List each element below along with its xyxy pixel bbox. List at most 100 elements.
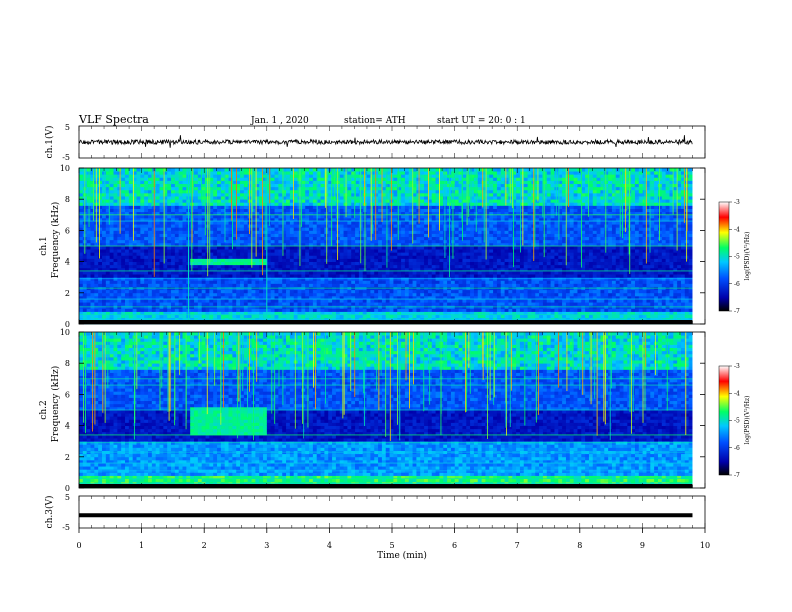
- spectrogram-cell: [286, 299, 291, 303]
- spectrogram-cell: [385, 246, 390, 250]
- spectrogram-cell: [450, 274, 456, 278]
- spectrogram-cell: [270, 311, 275, 316]
- spectrogram-cell: [182, 211, 187, 216]
- spectrogram-cell: [232, 199, 237, 203]
- spectrogram-cell: [282, 295, 287, 300]
- spectrogram-cell: [159, 249, 164, 253]
- spectrogram-cell: [332, 180, 337, 184]
- spectrogram-cell: [282, 192, 287, 197]
- spectrogram-cell: [105, 258, 111, 262]
- spectrogram-cell: [381, 189, 387, 194]
- spectrogram-cell: [431, 292, 436, 297]
- spectrogram-cell: [351, 211, 356, 216]
- spectrogram-cell: [197, 299, 203, 303]
- spectrogram-cell: [263, 270, 268, 275]
- spectrogram-cell: [416, 289, 421, 294]
- spectrogram-cell: [347, 189, 352, 194]
- spectrogram-cell: [255, 292, 260, 297]
- spectrogram-cell: [243, 252, 249, 256]
- spectrogram-cell: [393, 183, 398, 188]
- spectrogram-cell: [393, 292, 398, 297]
- spectrogram-cell: [286, 252, 291, 256]
- spectrogram-cell: [435, 239, 440, 244]
- spectrogram-cell: [228, 314, 233, 319]
- spectrogram-cell: [79, 202, 84, 206]
- spectrogram-cell: [316, 205, 321, 209]
- spectrogram-cell: [128, 280, 134, 284]
- spectrogram-cell: [190, 289, 195, 294]
- spectrogram-cell: [178, 261, 183, 266]
- spectrogram-cell: [355, 208, 360, 213]
- spectrogram-cell: [324, 270, 329, 275]
- spectrogram-cell: [232, 174, 237, 178]
- spectrogram-cell: [151, 292, 157, 297]
- spectrogram-cell: [136, 239, 141, 244]
- spectrogram-cell: [79, 239, 84, 244]
- spectrogram-cell: [343, 283, 348, 287]
- spectrogram-cell: [155, 168, 160, 172]
- spectrogram-cell: [289, 302, 295, 306]
- spectrogram-cell: [98, 192, 103, 197]
- spectrogram-cell: [427, 217, 433, 222]
- spectrogram-cell: [220, 230, 226, 234]
- spectrogram-cell: [378, 292, 383, 297]
- spectrogram-cell: [228, 292, 233, 297]
- spectrogram-cell: [355, 196, 360, 200]
- spectrogram-cell: [113, 264, 118, 269]
- spectrogram-cell: [301, 267, 306, 272]
- spectrogram-cell: [201, 289, 206, 294]
- spectrogram-cell: [194, 308, 199, 312]
- spectrogram-cell: [174, 299, 180, 303]
- spectrogram-cell: [324, 314, 329, 319]
- spectrogram-cell: [355, 295, 360, 300]
- spectrogram-cell: [220, 224, 226, 228]
- spectrogram-cell: [155, 227, 160, 231]
- spectrogram-cell: [270, 227, 275, 231]
- spectrogram-cell: [312, 221, 318, 225]
- spectrogram-cell: [251, 252, 256, 256]
- spectrogram-cell: [427, 233, 433, 238]
- spectrogram-cell: [332, 192, 337, 197]
- spectrogram-cell: [454, 227, 459, 231]
- spectrogram-cell: [90, 249, 95, 253]
- spectrogram-cell: [301, 302, 306, 306]
- spectrogram-cell: [148, 308, 153, 312]
- spectrogram-cell: [190, 252, 195, 256]
- spectrogram-cell: [259, 174, 264, 178]
- spectrogram-cell: [397, 283, 402, 287]
- spectrogram-cell: [408, 267, 413, 272]
- spectrogram-cell: [105, 180, 111, 184]
- spectrogram-cell: [454, 242, 459, 247]
- spectrogram-cell: [132, 202, 137, 206]
- spectrogram-cell: [351, 270, 356, 275]
- spectrogram-cell: [401, 177, 406, 181]
- spectrogram-cell: [182, 233, 187, 238]
- spectrogram-cell: [182, 295, 187, 300]
- spectrogram-cell: [240, 264, 245, 269]
- spectrogram-cell: [217, 267, 222, 272]
- spectrogram-cell: [443, 233, 448, 238]
- spectrogram-cell: [148, 239, 153, 244]
- spectrogram-cell: [197, 202, 203, 206]
- spectrogram-cell: [79, 267, 84, 272]
- spectrogram-cell: [148, 208, 153, 213]
- spectrogram-cell: [427, 252, 433, 256]
- spectrogram-cell: [270, 314, 275, 319]
- spectrogram-cell: [309, 227, 314, 231]
- spectrogram-cell: [125, 299, 130, 303]
- spectrogram-cell: [243, 199, 249, 203]
- spectrogram-cell: [236, 180, 241, 184]
- spectrogram-cell: [79, 274, 84, 278]
- spectrogram-cell: [240, 267, 245, 272]
- spectrogram-cell: [102, 196, 107, 200]
- spectrogram-cell: [98, 302, 103, 306]
- spectrogram-cell: [140, 230, 145, 234]
- spectrogram-cell: [312, 186, 318, 191]
- spectrogram-cell: [79, 252, 84, 256]
- spectrogram-cell: [209, 168, 214, 172]
- spectrogram-cell: [182, 261, 187, 266]
- spectrogram-cell: [266, 261, 272, 266]
- spectrogram-cell: [401, 202, 406, 206]
- spectrogram-cell: [243, 227, 249, 231]
- spectrogram-cell: [328, 242, 333, 247]
